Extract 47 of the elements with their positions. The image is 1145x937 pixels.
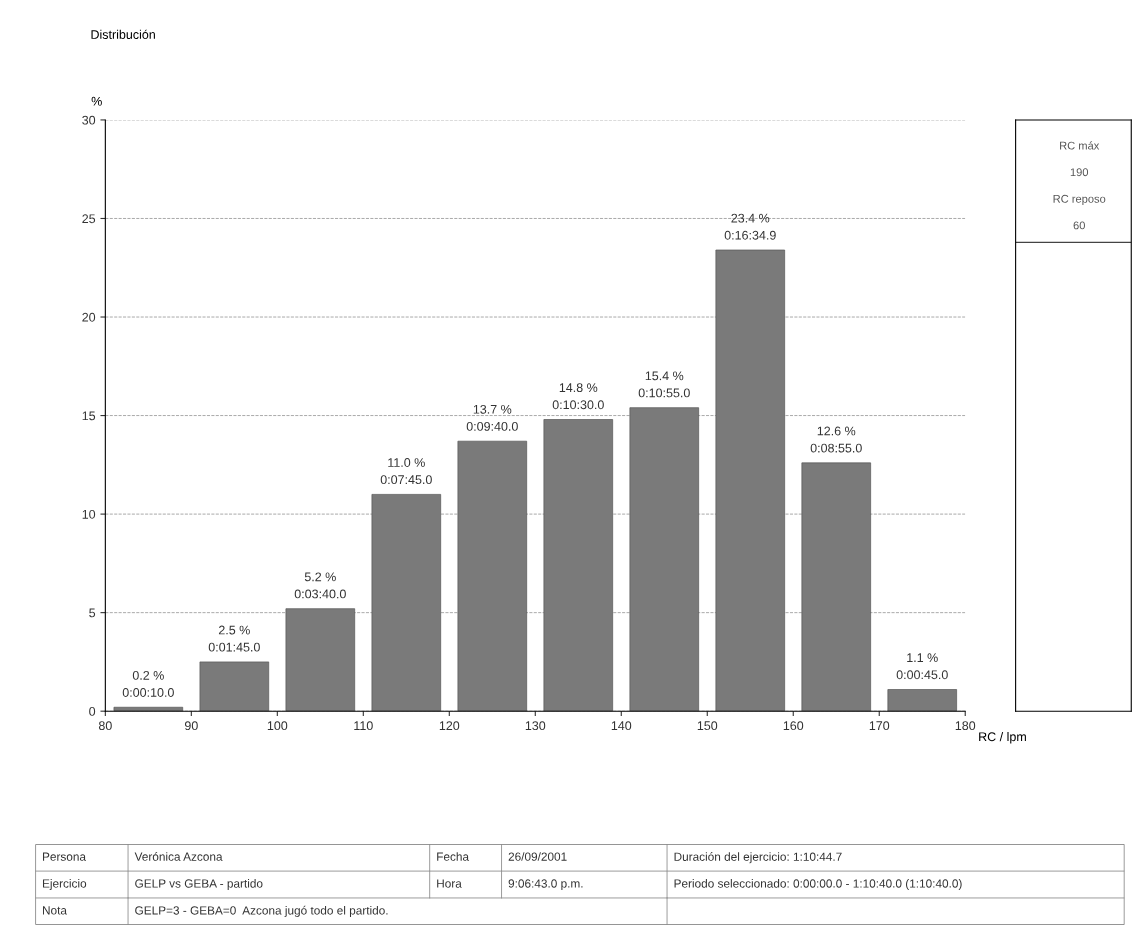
text: 26/09/2001 [508,852,567,861]
text: 9:06:43.0 p.m. [508,879,583,891]
data-label: 13.7 % 0:09:40.0 [466,404,518,431]
x-tick-label: 120 [439,721,460,731]
data-label: 12.6 % 0:08:55.0 [810,426,862,453]
data-label: 0.2 % 0:00:10.0 [122,670,174,697]
y-tick-label: 30 [82,115,96,125]
data-label: 23.4 % 0:16:34.9 [724,213,776,240]
data-label: 2.5 % 0:01:45.0 [208,625,260,652]
text: Ejercicio [43,879,87,891]
text: Nota [43,906,67,915]
data-label: 5.2 % 0:03:40.0 [294,572,346,599]
text: 60 [1073,221,1085,230]
x-tick-label: 160 [783,721,804,731]
data-label: 14.8 % 0:10:30.0 [552,383,604,410]
y-tick-label: 0 [89,706,96,716]
data-label: 15.4 % 0:10:55.0 [638,371,690,398]
data-label: 1.1 % 0:00:45.0 [896,653,948,680]
x-tick-label: 110 [354,721,373,731]
text: Fecha [437,852,470,861]
chart-title: Distribución [91,29,155,39]
y-tick-label: 10 [82,509,96,519]
x-tick-label: 140 [611,721,632,731]
x-tick-label: 150 [697,721,718,731]
x-tick-label: 100 [267,721,288,731]
x-tick-label: 180 [955,721,976,731]
text: Duración del ejercicio: 1:10:44.7 [674,852,842,864]
y-tick-label: 5 [89,608,96,618]
text: GELP=3 - GEBA=0 Azcona jugó todo el partido. [135,905,388,917]
y-tick-label: 25 [82,214,96,224]
y-tick-label: 20 [82,312,96,322]
x-axis-title: RC / lpm [979,731,1026,744]
text: Hora [437,879,462,888]
text: Verónica Azcona [134,852,223,861]
x-tick-label: 170 [869,721,890,731]
data-label: 11.0 % 0:07:45.0 [380,458,432,485]
y-tick-label: 15 [82,411,96,421]
text: 190 [1070,168,1089,177]
text: Periodo seleccionado: 0:00:00.0 - 1:10:40.0 (1:10:40.0) [674,879,962,891]
text: RC máx [1060,141,1100,150]
text: RC reposo [1053,194,1106,205]
text: Persona [43,852,86,861]
text: GELP vs GEBA - partido [135,879,263,891]
x-tick-label: 90 [184,721,198,731]
x-tick-label: 130 [525,721,546,731]
y-axis-title: % [91,96,102,106]
x-tick-label: 80 [98,721,112,731]
